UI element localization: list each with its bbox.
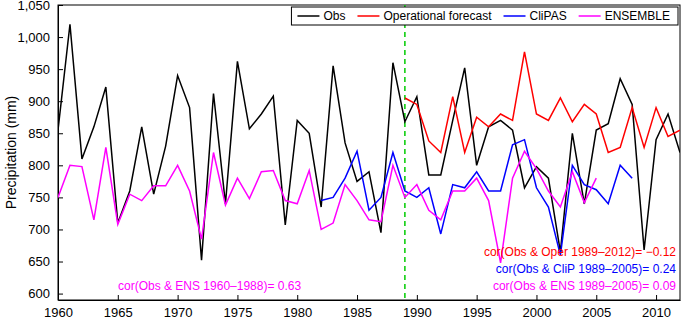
y-tick: 900 (28, 94, 63, 109)
y-tick-mark (58, 229, 63, 230)
y-tick: 700 (28, 222, 63, 237)
x-tick-label: 1980 (283, 305, 312, 320)
y-tick-mark (58, 294, 63, 295)
y-tick-mark (58, 5, 63, 6)
x-tick-label: 1965 (104, 305, 133, 320)
y-tick: 800 (28, 158, 63, 173)
x-tick-mark (297, 295, 298, 300)
x-tick: 1980 (283, 295, 312, 320)
series-line (405, 52, 680, 153)
x-tick: 2005 (582, 295, 611, 320)
legend-swatch (504, 15, 526, 17)
x-tick-label: 1960 (44, 305, 73, 320)
annotation: cor(Obs & ENS 1989–2005)= 0.09 (493, 279, 676, 293)
x-tick: 1975 (223, 295, 252, 320)
x-tick-mark (118, 295, 119, 300)
y-tick-label: 900 (28, 94, 50, 109)
y-tick: 750 (28, 190, 63, 205)
x-tick-mark (237, 295, 238, 300)
y-tick-label: 1,000 (17, 30, 50, 45)
legend: Obs Operational forecast CliPAS ENSEMBLE (291, 7, 678, 25)
y-tick: 650 (28, 254, 63, 269)
y-tick-mark (58, 165, 63, 166)
y-tick-label: 600 (28, 286, 50, 301)
x-tick: 1995 (463, 295, 492, 320)
x-tick-label: 1985 (343, 305, 372, 320)
annotation: cor(Obs & Oper 1989–2012)= −0.12 (484, 245, 676, 259)
y-tick: 850 (28, 126, 63, 141)
annotation: cor(Obs & CliP 1989–2005)= 0.24 (496, 262, 677, 276)
y-tick-label: 950 (28, 62, 50, 77)
x-tick-label: 1975 (223, 305, 252, 320)
chart: 6006507007508008509009501,0001,050196019… (0, 0, 685, 322)
x-tick: 1970 (164, 295, 193, 320)
y-tick-label: 700 (28, 222, 50, 237)
x-tick: 1965 (104, 295, 133, 320)
plot-frame (58, 5, 680, 300)
x-tick: 1985 (343, 295, 372, 320)
legend-label: CliPAS (530, 9, 567, 23)
x-tick-label: 1990 (403, 305, 432, 320)
reference-line (404, 5, 406, 300)
x-tick-label: 1995 (463, 305, 492, 320)
x-tick-mark (417, 295, 418, 300)
plot: 6006507007508008509009501,0001,050196019… (17, 0, 680, 320)
legend-label: Obs (323, 9, 345, 23)
y-tick-mark (58, 197, 63, 198)
series-line (58, 24, 680, 260)
legend-label: Operational forecast (383, 9, 492, 23)
x-tick-mark (357, 295, 358, 300)
x-tick-mark (596, 295, 597, 300)
y-tick: 950 (28, 62, 63, 77)
y-tick-label: 750 (28, 190, 50, 205)
y-tick-mark (58, 69, 63, 70)
y-axis: 600 650 700 750 800 850 900 950 1,000 1,050 (17, 0, 63, 301)
legend-box (291, 7, 678, 25)
x-tick-label: 2010 (642, 305, 671, 320)
y-axis-line (58, 6, 59, 301)
x-tick-label: 2000 (523, 305, 552, 320)
legend-swatch (297, 15, 319, 17)
y-tick-label: 850 (28, 126, 50, 141)
y-tick-mark (58, 262, 63, 263)
x-tick-label: 2005 (582, 305, 611, 320)
legend-swatch (357, 15, 379, 17)
y-tick-mark (58, 37, 63, 38)
x-tick-mark (178, 295, 179, 300)
x-axis-line (59, 300, 681, 301)
y-tick-label: 800 (28, 158, 50, 173)
x-tick: 1990 (403, 295, 432, 320)
x-tick: 2000 (523, 295, 552, 320)
y-tick-label: 650 (28, 254, 50, 269)
legend-label: ENSEMBLE (605, 9, 670, 23)
series-line (321, 140, 632, 255)
x-tick-mark (536, 295, 537, 300)
y-tick-mark (58, 133, 63, 134)
x-tick-mark (58, 295, 59, 300)
x-tick-label: 1970 (164, 305, 193, 320)
x-axis: 1960 1965 1970 1975 1980 1985 1990 1995 2000 2005… (44, 295, 680, 320)
annotation: cor(Obs & ENS 1960–1988)= 0.63 (118, 279, 301, 293)
x-tick: 1960 (44, 295, 73, 320)
y-axis-title: Precipitation (mm) (3, 96, 19, 210)
y-tick: 600 (28, 286, 63, 301)
x-tick: 2010 (642, 295, 671, 320)
y-tick-label: 1,050 (17, 0, 50, 13)
legend-swatch (579, 15, 601, 17)
data-area (58, 5, 680, 300)
x-tick-mark (477, 295, 478, 300)
y-tick: 1,000 (17, 30, 63, 45)
x-tick-mark (656, 295, 657, 300)
y-tick: 1,050 (17, 0, 63, 13)
